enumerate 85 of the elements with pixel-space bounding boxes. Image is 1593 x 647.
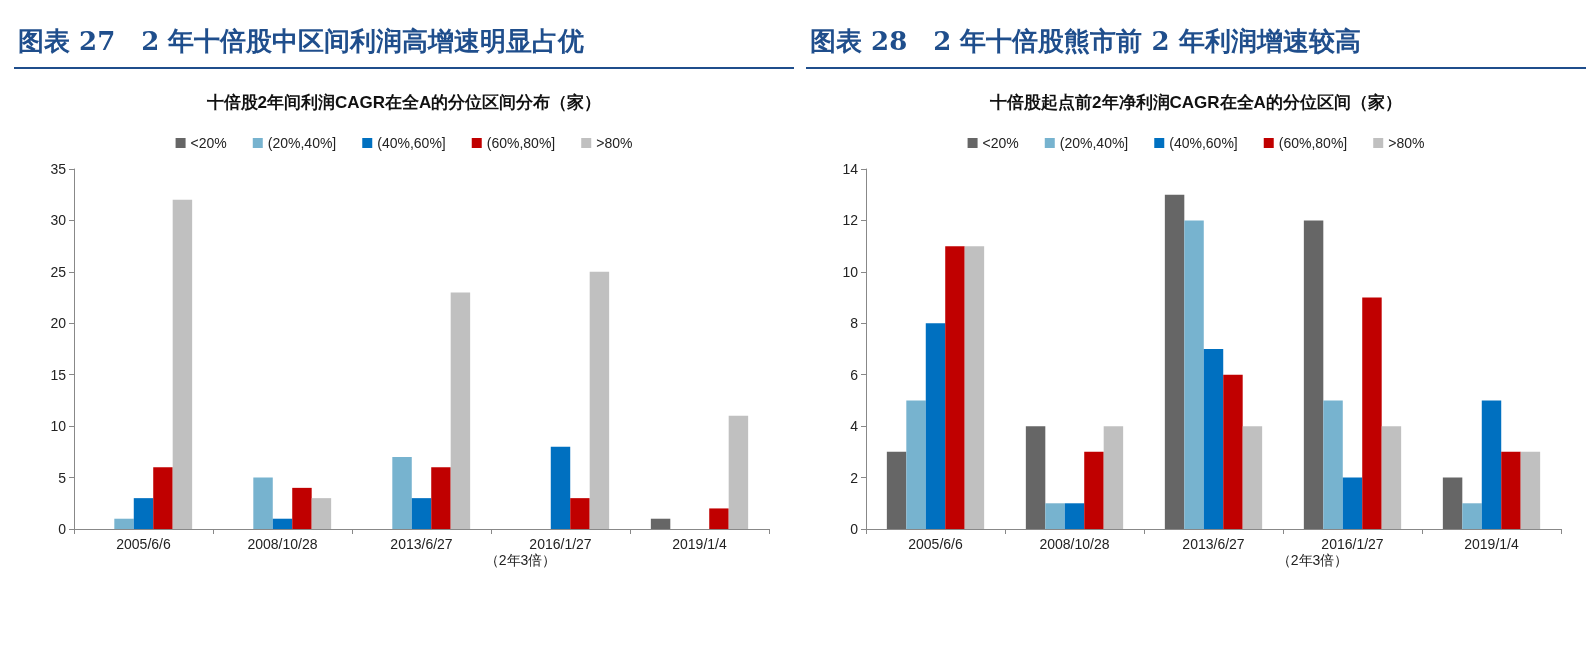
bar: [1164, 194, 1185, 529]
y-tick-label: 12: [842, 212, 859, 229]
legend-label: (40%,60%]: [1169, 135, 1238, 151]
bar: [1462, 503, 1482, 529]
bar: [1223, 374, 1243, 529]
legend-label: >80%: [1388, 135, 1425, 151]
bar: [153, 467, 173, 529]
x-tick-label: 2013/6/27: [1182, 536, 1245, 552]
y-tick-label: 25: [50, 263, 67, 280]
x-tick-label: 2016/1/27: [529, 536, 592, 552]
bar: [886, 451, 907, 529]
bar: [1084, 451, 1104, 529]
y-tick-label: 6: [850, 366, 859, 383]
bar: [709, 508, 729, 529]
y-tick-label: 2: [850, 469, 859, 486]
bar: [272, 518, 293, 529]
y-tick-label: 15: [50, 366, 67, 383]
bar: [1025, 426, 1046, 529]
chart-subtitle: 十倍股起点前2年净利润CAGR在全A的分位区间（家）: [989, 93, 1402, 112]
chart-title: 图表 27 2 年十倍股中区间利润高增速明显占优: [14, 8, 794, 69]
bar: [945, 246, 965, 529]
bar: [114, 518, 134, 529]
legend-label: (60%,80%]: [1278, 135, 1348, 151]
bar: [1303, 220, 1324, 529]
bar: [1203, 349, 1224, 529]
y-tick-label: 0: [850, 521, 859, 537]
bar: [1520, 451, 1541, 529]
y-tick-label: 10: [50, 418, 67, 435]
legend-label: (20%,40%]: [1059, 135, 1129, 151]
bar: [172, 199, 193, 529]
bar: [1064, 503, 1085, 529]
bar: [925, 323, 946, 529]
bar: [1323, 400, 1343, 529]
y-tick-label: 0: [58, 521, 67, 537]
bar: [728, 415, 749, 529]
y-tick-label: 14: [842, 161, 859, 177]
legend-label: (20%,40%]: [267, 135, 337, 151]
bar: [1342, 477, 1363, 529]
bar: [1045, 503, 1065, 529]
x-tick-label: 2008/10/28: [1039, 536, 1110, 552]
bar: [1381, 426, 1402, 529]
bar: [570, 498, 590, 529]
y-tick-label: 10: [842, 263, 859, 280]
bar: [1242, 426, 1263, 529]
bar: [133, 498, 154, 529]
y-tick-label: 8: [850, 315, 859, 332]
x-tick-label: 2019/1/4: [1464, 536, 1519, 552]
legend-label: (40%,60%]: [377, 135, 446, 151]
bar: [292, 487, 312, 529]
bar: [431, 467, 451, 529]
x-tick-label: 2005/6/6: [116, 536, 171, 552]
bar: [411, 498, 432, 529]
chart-subtitle: 十倍股2年间利润CAGR在全A的分位区间分布（家）: [205, 93, 602, 112]
legend-label: <20%: [982, 135, 1019, 151]
legend-label: <20%: [190, 135, 227, 151]
y-tick-label: 30: [50, 212, 67, 229]
legend-label: (60%,80%]: [486, 135, 556, 151]
x-tick-label: 2016/1/27: [1321, 536, 1384, 552]
x-tick-label: 2019/1/4: [672, 536, 727, 552]
legend-label: >80%: [596, 135, 633, 151]
text: （2年3倍）: [484, 552, 557, 568]
bar: [450, 292, 471, 529]
bar: [650, 518, 671, 529]
bar: [392, 457, 412, 529]
y-tick-label: 5: [58, 469, 67, 486]
y-tick-label: 35: [50, 161, 67, 177]
bar: [253, 477, 273, 529]
bar: [1501, 451, 1521, 529]
bar: [1103, 426, 1124, 529]
bar: [1481, 400, 1502, 529]
bar: [906, 400, 926, 529]
bar: [589, 271, 610, 529]
y-tick-label: 20: [50, 315, 67, 332]
bar: [311, 498, 332, 529]
x-tick-label: 2013/6/27: [390, 536, 453, 552]
y-tick-label: 4: [850, 418, 859, 435]
chart-title: 图表 28 2 年十倍股熊市前 2 年利润增速较高: [806, 8, 1586, 69]
bar: [1362, 297, 1382, 529]
bar: [1184, 220, 1204, 529]
bar: [964, 246, 985, 529]
bar: [550, 446, 571, 529]
bar: [1442, 477, 1463, 529]
x-tick-label: 2008/10/28: [247, 536, 318, 552]
x-tick-label: 2005/6/6: [908, 536, 963, 552]
text: （2年3倍）: [1276, 552, 1349, 568]
